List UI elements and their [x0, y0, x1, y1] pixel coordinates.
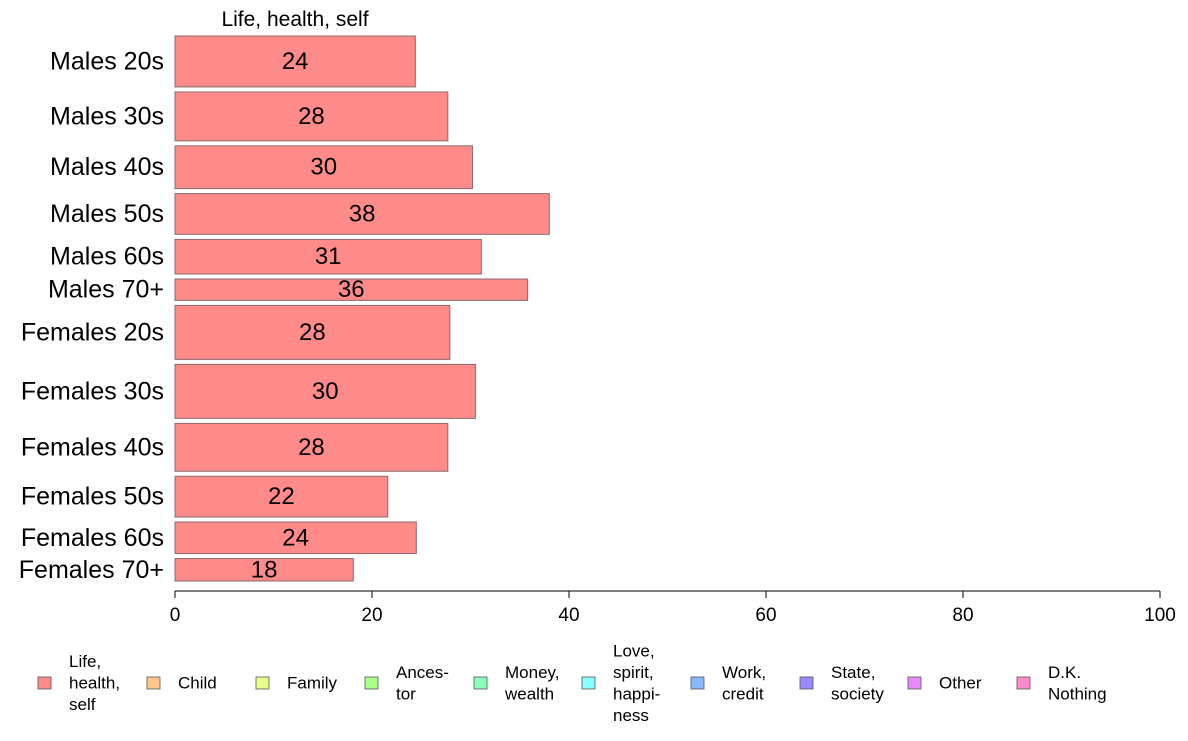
legend-label: happi- — [613, 684, 660, 703]
category-label: Females 20s — [21, 318, 164, 346]
legend-label: health, — [69, 674, 120, 693]
bar — [174, 193, 550, 235]
legend-swatch — [364, 676, 379, 690]
x-tick-label: 60 — [755, 605, 776, 626]
legend-label: Life, — [69, 652, 101, 671]
legend-label: self — [69, 695, 96, 714]
category-label: Males 50s — [50, 200, 164, 228]
bar-value-label: 38 — [349, 200, 376, 227]
bar-value-label: 24 — [282, 48, 309, 75]
bar — [174, 363, 476, 419]
legend-label: tor — [396, 684, 416, 703]
category-label: Females 40s — [21, 433, 164, 461]
legend-label: Ances- — [396, 663, 449, 682]
category-label: Males 40s — [50, 153, 164, 181]
legend-label: society — [831, 684, 884, 703]
category-label: Males 20s — [50, 47, 164, 75]
legend-label: State, — [831, 663, 875, 682]
bar-rows: Males 20s 24 Males 30s 28 Males 40s 30 Males 5… — [19, 35, 550, 584]
legend-label: credit — [722, 684, 764, 703]
bar — [174, 558, 354, 582]
legend-swatch — [1016, 676, 1031, 690]
x-tick-label: 80 — [952, 605, 973, 626]
legend-swatch — [907, 676, 922, 690]
legend-label: spirit, — [613, 663, 654, 682]
category-label: Females 30s — [21, 377, 164, 405]
x-tick-label: 20 — [361, 605, 382, 626]
legend-label: wealth — [504, 684, 554, 703]
bar — [174, 91, 449, 142]
category-label: Males 70+ — [48, 276, 164, 304]
legend-label: Family — [287, 674, 338, 693]
bar-value-label: 24 — [282, 524, 309, 551]
category-label: Females 70+ — [19, 556, 164, 584]
bar — [174, 422, 449, 472]
bar-value-label: 31 — [315, 243, 342, 270]
legend: Life, health, self Child Family Ances-tor Mone… — [37, 641, 1107, 725]
legend-label: ness — [613, 706, 649, 725]
x-tick-label: 0 — [170, 605, 181, 626]
bar — [174, 145, 473, 190]
bar-value-label: 30 — [310, 154, 337, 181]
bar-value-label: 36 — [338, 276, 365, 303]
legend-swatch — [255, 676, 270, 690]
panel-title: Life, health, self — [221, 8, 368, 31]
x-tick-label: 100 — [1144, 605, 1176, 626]
legend-swatch — [146, 676, 161, 690]
legend-label: D.K. — [1048, 663, 1081, 682]
bar — [174, 278, 529, 301]
bar-value-label: 28 — [298, 434, 325, 461]
category-label: Females 60s — [21, 524, 164, 552]
bar-value-label: 28 — [298, 103, 325, 130]
legend-swatch — [581, 676, 596, 690]
x-tick-label: 40 — [558, 605, 579, 626]
bar-value-label: 22 — [268, 483, 295, 510]
legend-label: Nothing — [1048, 684, 1107, 703]
bar — [174, 304, 451, 360]
category-label: Males 30s — [50, 102, 164, 130]
x-axis: 0 20 40 60 80 100 — [170, 590, 1176, 626]
legend-swatch — [473, 676, 488, 690]
legend-label: Other — [939, 674, 982, 693]
bar — [174, 475, 389, 518]
legend-label: Child — [178, 674, 217, 693]
category-label: Females 50s — [21, 483, 164, 511]
category-label: Males 60s — [50, 243, 164, 271]
legend-swatch — [37, 676, 52, 690]
legend-label: Love, — [613, 641, 655, 660]
bar-value-label: 18 — [251, 556, 278, 583]
legend-label: Money, — [505, 663, 560, 682]
legend-swatch — [799, 676, 814, 690]
bar — [174, 521, 417, 555]
bar — [174, 35, 416, 88]
legend-label: Work, — [722, 663, 766, 682]
bar-value-label: 28 — [299, 319, 326, 346]
legend-swatch — [690, 676, 705, 690]
bar — [174, 238, 482, 275]
bar-value-label: 30 — [312, 378, 339, 405]
